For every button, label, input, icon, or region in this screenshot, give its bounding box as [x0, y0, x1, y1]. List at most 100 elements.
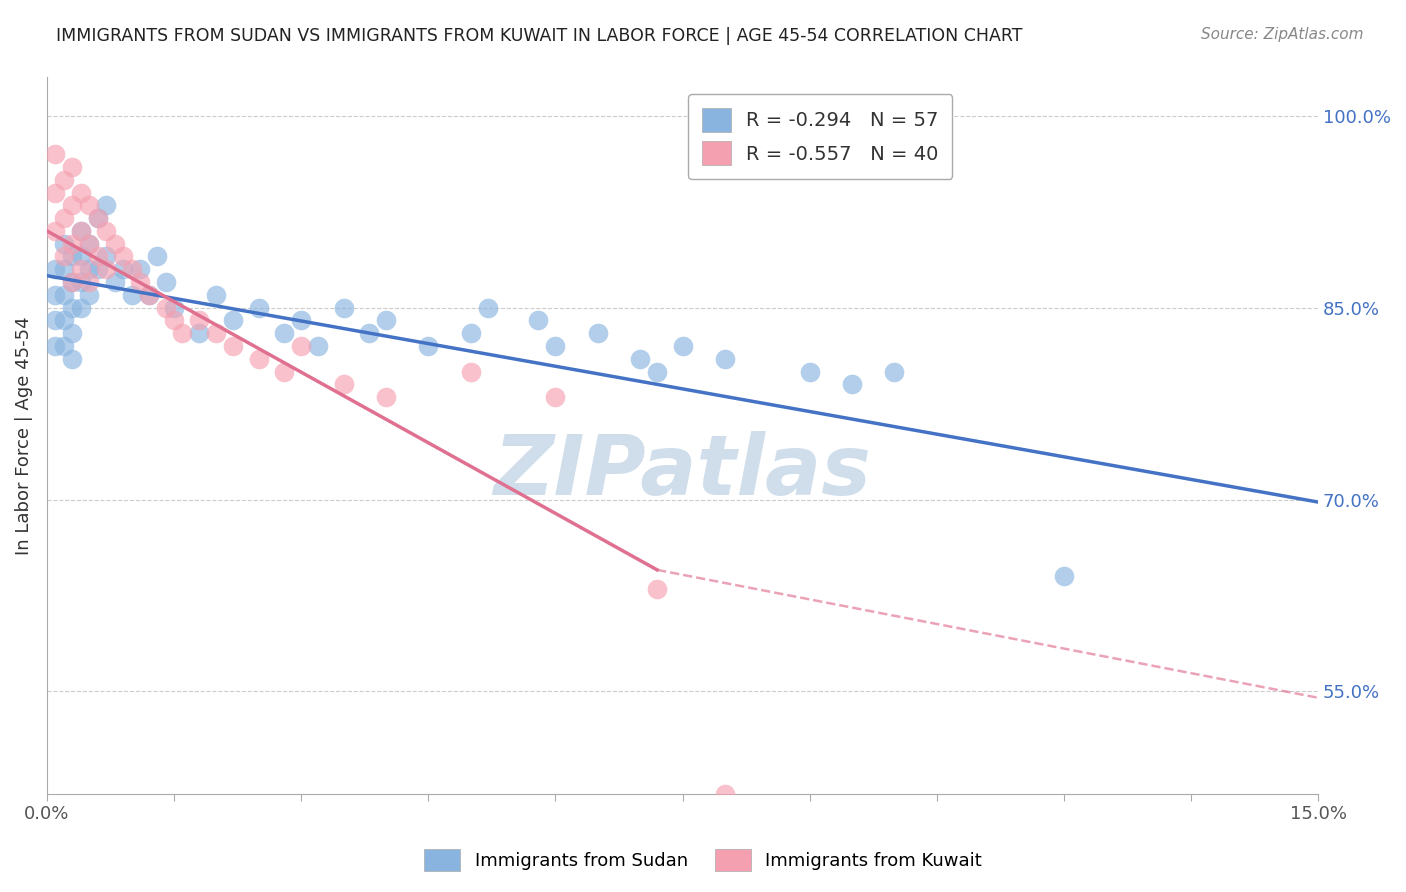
Legend: Immigrants from Sudan, Immigrants from Kuwait: Immigrants from Sudan, Immigrants from K… [416, 842, 990, 879]
Point [96, 250, 118, 264]
Point [714, 351, 737, 366]
Point [188, 313, 211, 327]
Point [44, 147, 66, 161]
Point [477, 301, 499, 315]
Point [163, 313, 186, 327]
Point [69, 301, 91, 315]
Point [205, 288, 228, 302]
Point [52, 288, 75, 302]
Point [247, 351, 270, 366]
Point [69, 250, 91, 264]
Point [307, 339, 329, 353]
Point [69, 224, 91, 238]
Point [628, 351, 651, 366]
Point [60, 250, 83, 264]
Point [374, 390, 396, 404]
Point [714, 787, 737, 801]
Point [460, 365, 482, 379]
Text: ZIPatlas: ZIPatlas [494, 431, 872, 512]
Point [60, 160, 83, 174]
Point [418, 339, 440, 353]
Point [129, 262, 152, 277]
Point [645, 582, 668, 596]
Point [44, 339, 66, 353]
Point [247, 301, 270, 315]
Point [60, 351, 83, 366]
Point [163, 301, 186, 315]
Point [332, 377, 354, 392]
Point [77, 236, 100, 251]
Text: Source: ZipAtlas.com: Source: ZipAtlas.com [1201, 27, 1364, 42]
Point [112, 262, 135, 277]
Point [69, 186, 91, 200]
Point [138, 288, 160, 302]
Legend: R = -0.294   N = 57, R = -0.557   N = 40: R = -0.294 N = 57, R = -0.557 N = 40 [688, 95, 952, 178]
Point [290, 339, 312, 353]
Point [52, 339, 75, 353]
Point [273, 326, 295, 341]
Point [188, 326, 211, 341]
Point [44, 262, 66, 277]
Point [77, 198, 100, 212]
Point [96, 262, 118, 277]
Point [69, 275, 91, 289]
Point [87, 262, 110, 277]
Point [222, 313, 245, 327]
Point [112, 250, 135, 264]
Point [87, 211, 110, 226]
Point [121, 288, 143, 302]
Point [96, 224, 118, 238]
Point [52, 313, 75, 327]
Point [273, 365, 295, 379]
Point [222, 339, 245, 353]
Point [586, 326, 609, 341]
Point [44, 288, 66, 302]
Point [544, 339, 567, 353]
Point [155, 301, 177, 315]
Point [44, 186, 66, 200]
Point [52, 173, 75, 187]
Point [129, 275, 152, 289]
Point [799, 365, 821, 379]
Text: IMMIGRANTS FROM SUDAN VS IMMIGRANTS FROM KUWAIT IN LABOR FORCE | AGE 45-54 CORRE: IMMIGRANTS FROM SUDAN VS IMMIGRANTS FROM… [56, 27, 1022, 45]
Point [60, 275, 83, 289]
Point [374, 313, 396, 327]
Point [1053, 569, 1076, 583]
Point [52, 250, 75, 264]
Y-axis label: In Labor Force | Age 45-54: In Labor Force | Age 45-54 [15, 317, 32, 555]
Point [77, 262, 100, 277]
Point [172, 326, 194, 341]
Point [44, 313, 66, 327]
Point [52, 211, 75, 226]
Point [332, 301, 354, 315]
Point [87, 250, 110, 264]
Point [460, 326, 482, 341]
Point [96, 198, 118, 212]
Point [121, 262, 143, 277]
Point [77, 236, 100, 251]
Point [205, 326, 228, 341]
Point [60, 198, 83, 212]
Point [52, 236, 75, 251]
Point [104, 275, 127, 289]
Point [544, 390, 567, 404]
Point [69, 262, 91, 277]
Point [146, 250, 169, 264]
Point [69, 224, 91, 238]
Point [87, 211, 110, 226]
Point [60, 275, 83, 289]
Point [60, 236, 83, 251]
Point [44, 224, 66, 238]
Point [77, 288, 100, 302]
Point [104, 236, 127, 251]
Point [645, 365, 668, 379]
Point [138, 288, 160, 302]
Point [77, 275, 100, 289]
Point [155, 275, 177, 289]
Point [841, 377, 863, 392]
Point [883, 365, 905, 379]
Point [60, 301, 83, 315]
Point [290, 313, 312, 327]
Point [527, 313, 550, 327]
Point [52, 262, 75, 277]
